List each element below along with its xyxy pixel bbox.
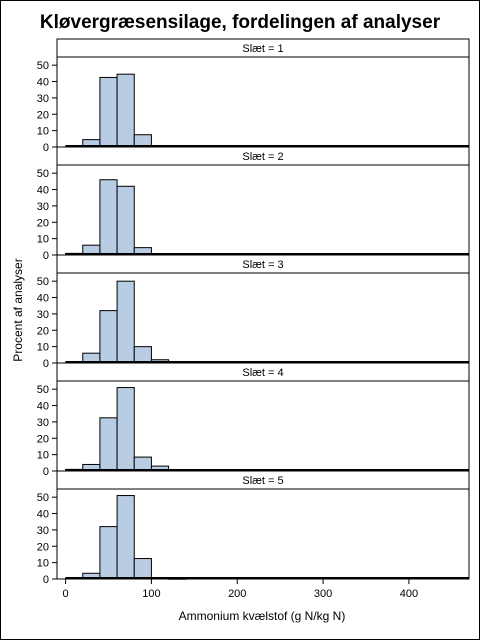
histogram-bar (116, 387, 135, 472)
y-tick-label: 20 (37, 541, 49, 553)
y-tick-label: 40 (37, 293, 49, 305)
y-tick-label: 30 (37, 309, 49, 321)
y-tick-label: 30 (37, 525, 49, 537)
x-tick-label: 400 (400, 588, 418, 600)
y-tick-label: 0 (43, 466, 49, 478)
panel-strip-label: Slæt = 4 (242, 367, 283, 379)
histogram-bar (99, 76, 118, 148)
y-tick-label: 40 (37, 185, 49, 197)
x-tick-label: 0 (63, 588, 69, 600)
panel-2: Slæt = 2 0 10 20 30 40 50 (37, 146, 470, 262)
panel-3: Slæt = 3 0 10 20 30 40 50 (37, 254, 470, 370)
histogram-bar (116, 495, 135, 580)
y-tick-label: 20 (37, 325, 49, 337)
histogram-bar (116, 185, 135, 256)
y-tick-label: 20 (37, 217, 49, 229)
y-tick-label: 50 (37, 492, 49, 504)
panel-4: Slæt = 4 0 10 20 30 40 50 (37, 362, 470, 478)
panel-strip-label: Slæt = 5 (242, 475, 283, 487)
panel-strip-label: Slæt = 2 (242, 151, 283, 163)
x-tick-label: 100 (142, 588, 160, 600)
histogram-bar (133, 456, 152, 472)
y-tick-label: 20 (37, 109, 49, 121)
y-tick-label: 0 (43, 250, 49, 262)
y-tick-label: 10 (37, 342, 49, 354)
y-tick-label: 0 (43, 574, 49, 586)
panel-strip-label: Slæt = 1 (242, 43, 283, 55)
x-axis: 0 100 200 300 400 (63, 579, 418, 600)
y-tick-label: 20 (37, 433, 49, 445)
histogram-bar (133, 558, 152, 580)
y-tick-label: 40 (37, 509, 49, 521)
histogram-bar (133, 346, 152, 364)
y-tick-label: 10 (37, 450, 49, 462)
chart-title: Kløvergræsensilage, fordelingen af analy… (40, 12, 441, 33)
histogram-bar (99, 526, 118, 580)
y-tick-label: 40 (37, 401, 49, 413)
histogram-bar (99, 417, 118, 472)
y-tick-label: 0 (43, 142, 49, 154)
y-tick-label: 10 (37, 558, 49, 570)
y-tick-label: 50 (37, 276, 49, 288)
y-tick-label: 50 (37, 384, 49, 396)
y-tick-label: 30 (37, 201, 49, 213)
y-tick-label: 30 (37, 417, 49, 429)
histogram-bar (116, 73, 135, 148)
y-tick-label: 10 (37, 234, 49, 246)
y-axis-label: Procent af analyser (11, 258, 25, 361)
panel-1: Slæt = 1 0 10 20 30 40 50 (37, 38, 470, 154)
histogram-bar (116, 280, 135, 364)
y-tick-label: 50 (37, 60, 49, 72)
y-tick-label: 10 (37, 126, 49, 138)
histogram-bar (99, 310, 118, 364)
panel-strip-label: Slæt = 3 (242, 259, 283, 271)
y-tick-label: 0 (43, 358, 49, 370)
y-tick-label: 50 (37, 168, 49, 180)
y-tick-label: 30 (37, 93, 49, 105)
histogram-bar (99, 179, 118, 256)
panel-5: Slæt = 5 0 10 20 30 40 50 (37, 470, 470, 586)
x-tick-label: 300 (314, 588, 332, 600)
x-axis-label: Ammonium kvælstof (g N/kg N) (179, 609, 346, 623)
y-tick-label: 40 (37, 77, 49, 89)
x-tick-label: 200 (228, 588, 246, 600)
